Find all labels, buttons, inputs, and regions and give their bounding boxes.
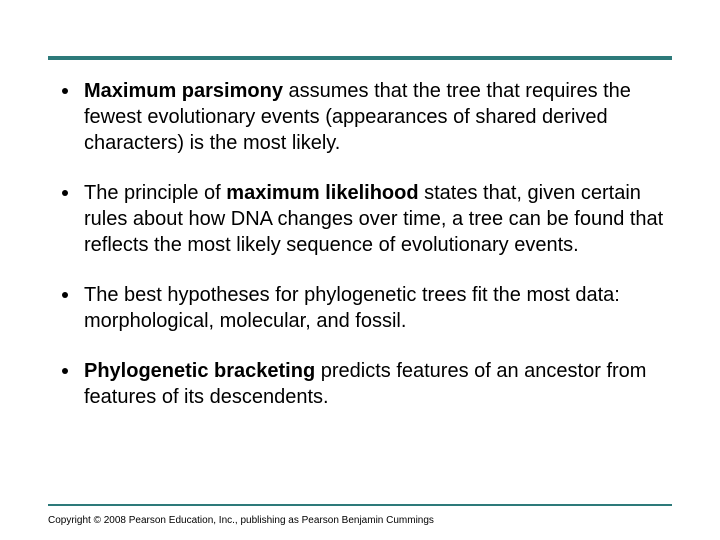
bullet-text: Phylogenetic bracketing predicts feature… xyxy=(84,358,664,410)
bullet-dot-icon xyxy=(62,292,68,298)
list-item: The best hypotheses for phylogenetic tre… xyxy=(62,282,664,334)
list-item: Phylogenetic bracketing predicts feature… xyxy=(62,358,664,410)
bullet-text: The principle of maximum likelihood stat… xyxy=(84,180,664,258)
list-item: Maximum parsimony assumes that the tree … xyxy=(62,78,664,156)
slide: Maximum parsimony assumes that the tree … xyxy=(0,0,720,540)
list-item: The principle of maximum likelihood stat… xyxy=(62,180,664,258)
bullet-text: The best hypotheses for phylogenetic tre… xyxy=(84,282,664,334)
top-divider xyxy=(48,56,672,60)
bullet-text: Maximum parsimony assumes that the tree … xyxy=(84,78,664,156)
bullet-list: Maximum parsimony assumes that the tree … xyxy=(62,78,664,434)
bottom-divider xyxy=(48,504,672,506)
bullet-dot-icon xyxy=(62,368,68,374)
copyright-text: Copyright © 2008 Pearson Education, Inc.… xyxy=(48,515,434,526)
bullet-dot-icon xyxy=(62,190,68,196)
bullet-dot-icon xyxy=(62,88,68,94)
